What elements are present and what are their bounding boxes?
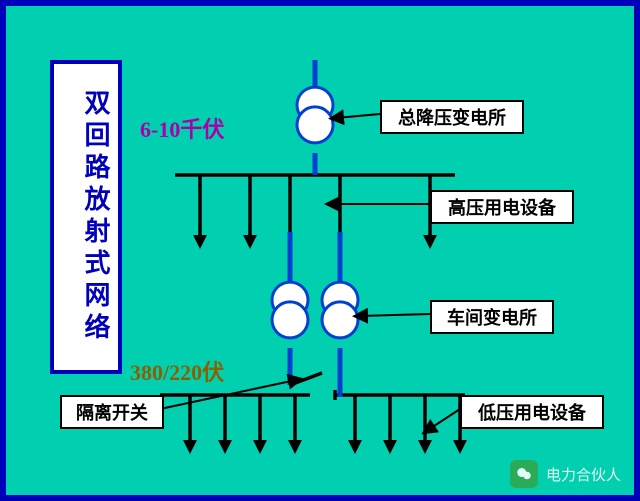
label-workshop-substation: 车间变电所 [430, 300, 554, 334]
lv-voltage-label: 380/220伏 [130, 355, 224, 387]
watermark-text: 电力合伙人 [546, 464, 621, 485]
wechat-icon [510, 460, 538, 488]
watermark: 电力合伙人 [510, 460, 621, 488]
label-hv-equipment: 高压用电设备 [430, 190, 574, 224]
label-main-substation: 总降压变电所 [380, 100, 524, 134]
diagram-title: 双回路放射式网络 [50, 60, 122, 374]
label-lv-equipment: 低压用电设备 [460, 395, 604, 429]
label-isolator: 隔离开关 [60, 395, 164, 429]
hv-voltage-label: 6-10千伏 [140, 112, 224, 144]
